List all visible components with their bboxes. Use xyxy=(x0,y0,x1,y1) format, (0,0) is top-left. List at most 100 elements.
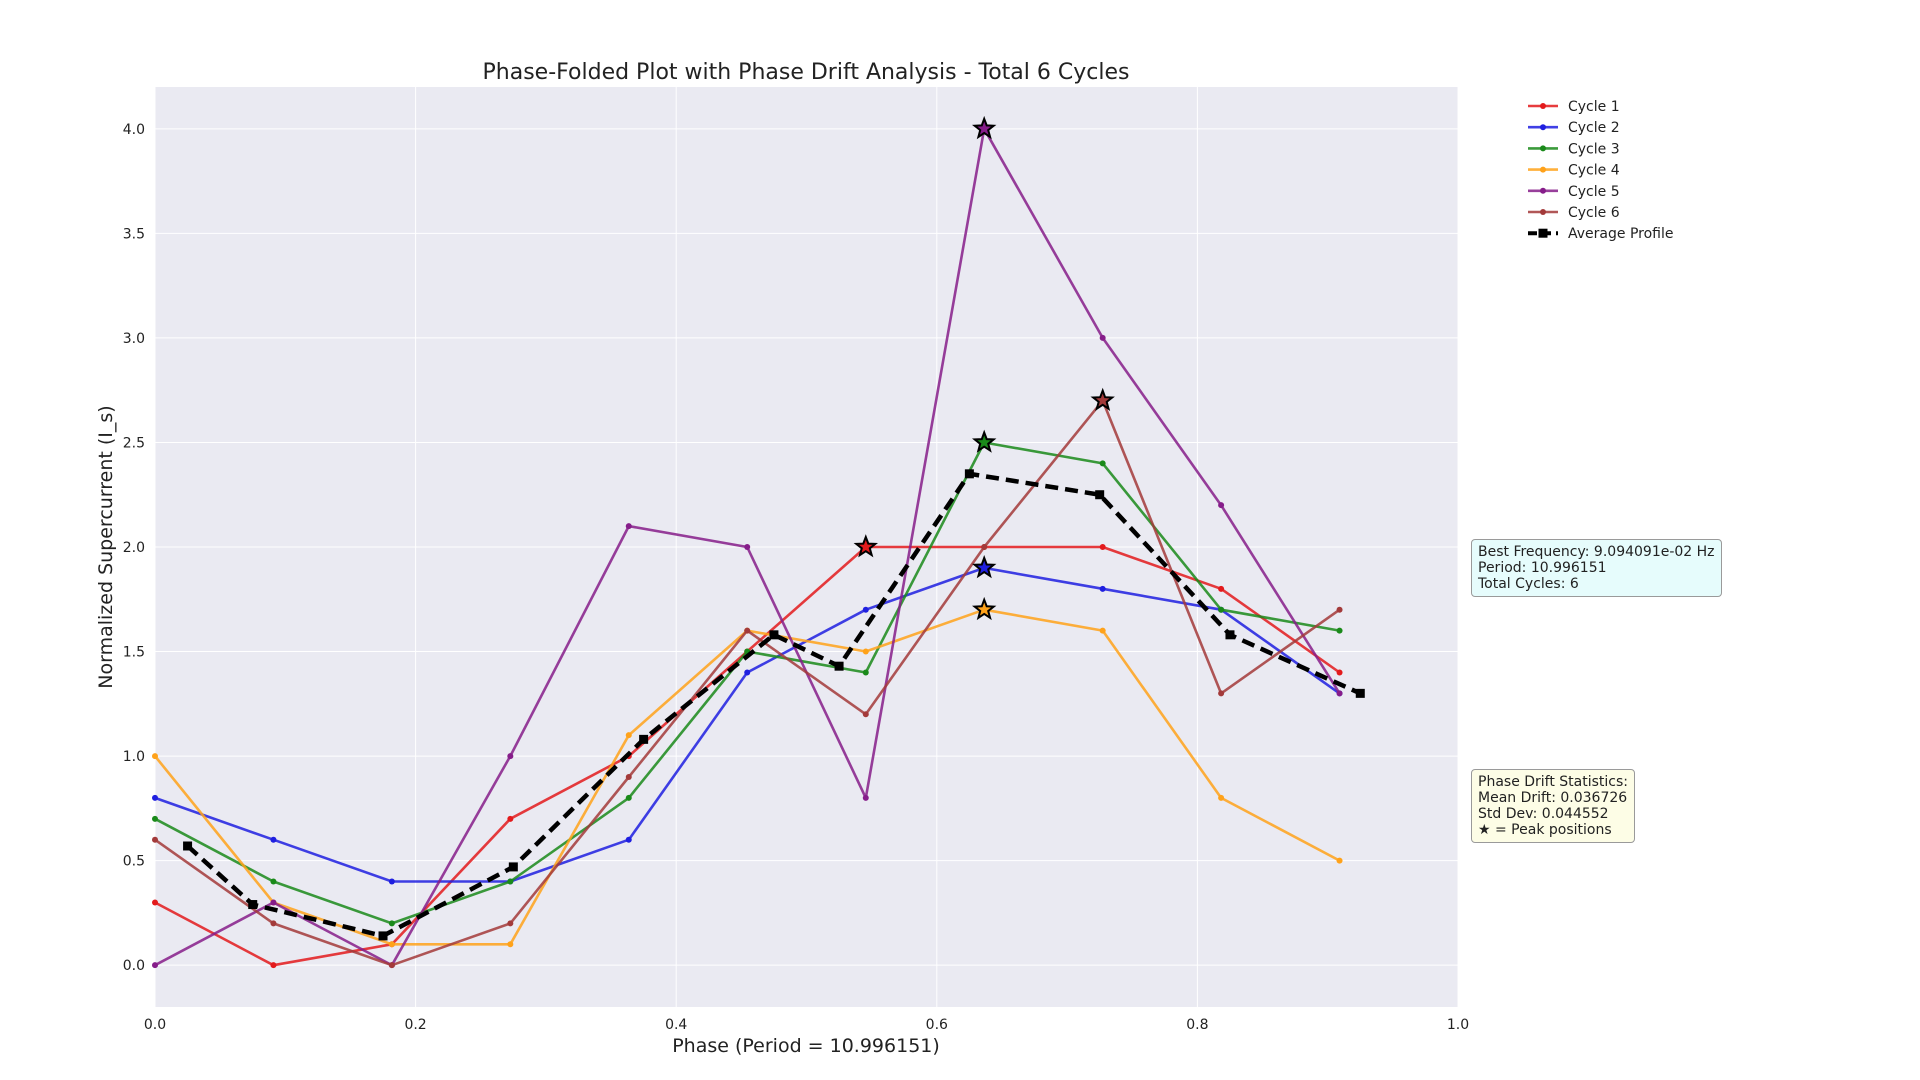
data-point xyxy=(270,920,277,927)
data-point xyxy=(862,606,869,613)
data-point xyxy=(625,794,632,801)
y-tick-label: 3.0 xyxy=(123,331,145,347)
y-tick-label: 3.5 xyxy=(123,226,145,242)
drift-stats-box: Phase Drift Statistics: Mean Drift: 0.03… xyxy=(1471,769,1636,843)
data-point xyxy=(981,544,988,550)
peak-star-marker xyxy=(971,115,997,140)
data-point xyxy=(152,794,158,801)
legend-marker xyxy=(1540,103,1546,109)
data-point xyxy=(270,836,277,843)
peak-star-marker xyxy=(971,555,997,579)
data-point xyxy=(507,878,514,885)
data-point xyxy=(1336,857,1343,864)
data-point xyxy=(270,899,277,906)
data-point xyxy=(388,962,395,969)
data-point xyxy=(388,920,395,927)
average-point xyxy=(1095,490,1105,500)
data-point xyxy=(625,836,632,843)
data-point xyxy=(1218,585,1225,592)
data-point xyxy=(862,648,869,655)
x-tick-label: 0.6 xyxy=(926,1017,948,1033)
data-point xyxy=(625,774,632,780)
drift-line: Mean Drift: 0.036726 xyxy=(1478,790,1628,806)
y-tick-label: 1.5 xyxy=(123,645,145,661)
data-point xyxy=(507,753,514,760)
legend-item: Cycle 4 xyxy=(1528,163,1620,179)
data-point xyxy=(744,544,751,550)
legend-label: Cycle 6 xyxy=(1568,205,1620,221)
data-point xyxy=(152,899,158,906)
legend-marker xyxy=(1540,124,1546,131)
frequency-info-box: Best Frequency: 9.094091e-02 Hz Period: … xyxy=(1471,539,1722,597)
average-point xyxy=(769,630,779,640)
data-point xyxy=(1099,544,1106,550)
series-layer xyxy=(152,125,1343,969)
average-point xyxy=(508,862,518,872)
data-point xyxy=(862,669,869,676)
data-point xyxy=(388,941,395,948)
x-tick-label: 0.4 xyxy=(665,1017,687,1033)
peak-star-marker xyxy=(1090,387,1115,412)
y-axis-ticks: 0.0 0.5 1.0 1.5 2.0 2.5 3.0 3.5 4.0 xyxy=(123,122,145,974)
y-tick-label: 0.0 xyxy=(123,958,145,974)
peak-markers xyxy=(853,115,1115,621)
x-axis-label: Phase (Period = 10.996151) xyxy=(672,1035,940,1057)
average-point xyxy=(1225,630,1235,640)
data-point xyxy=(270,878,277,885)
legend: Cycle 1 Cycle 2 Cycle 3 Cycle 4 Cycle 5 Cycle… xyxy=(1528,99,1673,242)
y-tick-label: 4.0 xyxy=(123,122,145,138)
average-point xyxy=(639,734,649,744)
data-point xyxy=(744,669,751,676)
average-point xyxy=(964,469,974,479)
data-point xyxy=(1218,502,1225,509)
data-point xyxy=(1218,606,1225,613)
series-6 xyxy=(152,397,1343,969)
data-point xyxy=(1336,690,1343,697)
legend-item: Cycle 1 xyxy=(1528,99,1620,115)
data-point xyxy=(862,711,869,718)
data-point xyxy=(1099,334,1106,341)
drift-line: Std Dev: 0.044552 xyxy=(1478,806,1609,822)
average-point xyxy=(1355,688,1365,698)
data-point xyxy=(152,962,158,969)
data-point xyxy=(1336,669,1343,676)
data-point xyxy=(1336,627,1343,634)
data-point xyxy=(507,920,514,927)
data-point xyxy=(152,753,158,760)
data-point xyxy=(1099,627,1106,634)
legend-label: Cycle 5 xyxy=(1568,184,1620,200)
average-point xyxy=(378,931,388,941)
legend-label: Cycle 1 xyxy=(1568,99,1620,115)
info-line: Period: 10.996151 xyxy=(1478,560,1607,576)
peak-star-marker xyxy=(971,596,997,621)
peak-star-marker xyxy=(971,429,997,453)
average-point xyxy=(248,900,258,910)
legend-marker xyxy=(1540,166,1546,173)
info-line: Total Cycles: 6 xyxy=(1478,576,1579,592)
y-axis-label: Normalized Supercurrent (I_s) xyxy=(95,405,117,688)
y-tick-label: 2.0 xyxy=(123,540,145,556)
legend-item: Cycle 3 xyxy=(1528,141,1620,157)
data-point xyxy=(388,878,395,885)
legend-marker xyxy=(1538,228,1548,238)
legend-label: Cycle 4 xyxy=(1568,163,1620,179)
y-tick-label: 0.5 xyxy=(123,854,145,870)
legend-item: Cycle 6 xyxy=(1528,205,1620,221)
legend-marker xyxy=(1540,209,1546,215)
grid-lines xyxy=(154,87,1459,1007)
drift-line: ★ = Peak positions xyxy=(1478,822,1612,838)
x-axis-ticks: 0.0 0.2 0.4 0.6 0.8 1.0 xyxy=(144,1017,1469,1033)
y-tick-label: 1.0 xyxy=(123,749,145,765)
x-tick-label: 0.8 xyxy=(1186,1017,1208,1033)
data-point xyxy=(152,836,158,843)
data-point xyxy=(1099,585,1106,592)
data-point xyxy=(1218,690,1225,697)
legend-marker xyxy=(1540,145,1546,152)
chart-title: Phase-Folded Plot with Phase Drift Analy… xyxy=(483,60,1130,85)
data-point xyxy=(625,732,632,739)
legend-label: Cycle 2 xyxy=(1568,120,1620,136)
x-tick-label: 0.2 xyxy=(404,1017,426,1033)
legend-marker xyxy=(1540,187,1546,194)
legend-label: Average Profile xyxy=(1568,226,1673,242)
